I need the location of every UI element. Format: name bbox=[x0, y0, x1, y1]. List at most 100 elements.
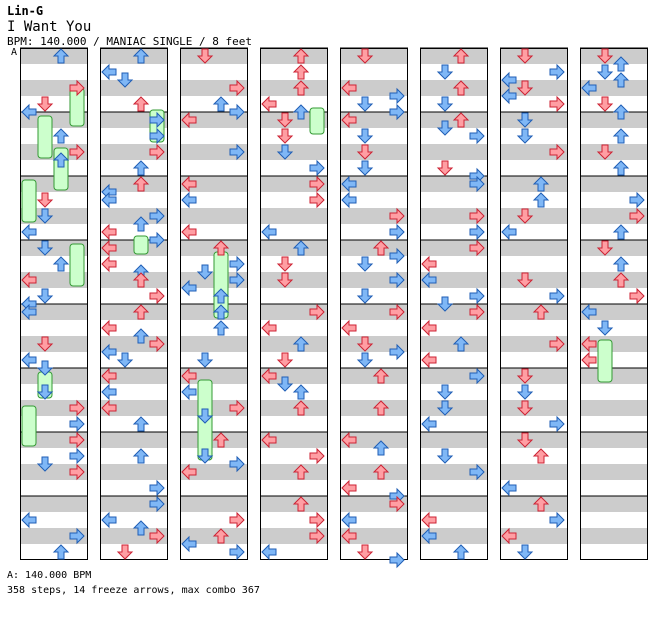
step-arrow bbox=[212, 288, 230, 304]
step-arrow bbox=[149, 527, 165, 545]
step-arrow bbox=[132, 328, 150, 344]
step-arrow bbox=[36, 240, 54, 256]
step-arrow bbox=[276, 272, 294, 288]
step-arrow bbox=[389, 303, 405, 321]
step-arrow bbox=[261, 223, 277, 241]
step-arrow bbox=[149, 143, 165, 161]
step-arrow bbox=[596, 48, 614, 64]
step-arrow bbox=[181, 383, 197, 401]
step-arrow bbox=[421, 319, 437, 337]
step-arrow bbox=[149, 127, 165, 145]
freeze-arrow bbox=[309, 107, 325, 135]
step-arrow bbox=[212, 96, 230, 112]
step-arrow bbox=[612, 72, 630, 88]
step-arrow bbox=[36, 288, 54, 304]
step-arrow bbox=[581, 351, 597, 369]
step-arrow bbox=[101, 255, 117, 273]
step-arrow bbox=[356, 144, 374, 160]
section-marker-a: A bbox=[11, 47, 18, 58]
step-arrow bbox=[69, 463, 85, 481]
step-arrow bbox=[132, 520, 150, 536]
step-arrow bbox=[36, 96, 54, 112]
step-arrow bbox=[149, 111, 165, 129]
step-arrow bbox=[341, 511, 357, 529]
step-arrow bbox=[101, 319, 117, 337]
step-arrow bbox=[532, 304, 550, 320]
step-arrow bbox=[452, 544, 470, 560]
step-arrow bbox=[149, 231, 165, 249]
chart-column-3 bbox=[180, 47, 248, 561]
step-arrow bbox=[52, 544, 70, 560]
step-arrow bbox=[532, 192, 550, 208]
step-arrow bbox=[36, 192, 54, 208]
step-arrow bbox=[21, 351, 37, 369]
step-arrow bbox=[196, 352, 214, 368]
step-arrow bbox=[21, 511, 37, 529]
step-arrow bbox=[196, 264, 214, 280]
step-arrow bbox=[261, 95, 277, 113]
step-arrow bbox=[596, 240, 614, 256]
step-arrow bbox=[132, 176, 150, 192]
step-arrow bbox=[276, 144, 294, 160]
step-arrow bbox=[389, 87, 405, 105]
step-arrow bbox=[596, 96, 614, 112]
step-arrow bbox=[501, 479, 517, 497]
step-arrow bbox=[581, 79, 597, 97]
step-arrow bbox=[612, 224, 630, 240]
step-arrow bbox=[181, 367, 197, 385]
step-arrow bbox=[181, 535, 197, 553]
step-arrow bbox=[36, 384, 54, 400]
step-arrow bbox=[116, 72, 134, 88]
step-arrow bbox=[36, 208, 54, 224]
step-arrow bbox=[101, 511, 117, 529]
step-arrow bbox=[132, 448, 150, 464]
step-arrow bbox=[469, 367, 485, 385]
step-arrow bbox=[276, 128, 294, 144]
freeze-arrow bbox=[597, 339, 613, 383]
step-arrow bbox=[389, 207, 405, 225]
step-arrow bbox=[52, 152, 70, 168]
step-arrow bbox=[549, 335, 565, 353]
step-arrow bbox=[309, 175, 325, 193]
step-arrow bbox=[532, 176, 550, 192]
step-arrow bbox=[261, 319, 277, 337]
step-arrow bbox=[21, 223, 37, 241]
step-arrow bbox=[69, 415, 85, 433]
step-arrow bbox=[181, 279, 197, 297]
step-arrow bbox=[292, 384, 310, 400]
freeze-arrow bbox=[21, 405, 37, 447]
step-arrow bbox=[389, 495, 405, 513]
step-arrow bbox=[116, 352, 134, 368]
step-arrow bbox=[389, 551, 405, 569]
step-arrow bbox=[436, 448, 454, 464]
step-arrow bbox=[101, 399, 117, 417]
chart-column-8 bbox=[580, 47, 648, 560]
step-arrow bbox=[69, 399, 85, 417]
step-arrow bbox=[132, 416, 150, 432]
step-arrow bbox=[612, 272, 630, 288]
step-arrow bbox=[149, 335, 165, 353]
step-arrow bbox=[389, 103, 405, 121]
step-arrow bbox=[372, 400, 390, 416]
step-arrow bbox=[612, 256, 630, 272]
step-arrow bbox=[356, 288, 374, 304]
step-arrow bbox=[501, 71, 517, 89]
step-arrow bbox=[69, 431, 85, 449]
step-arrow bbox=[261, 367, 277, 385]
step-arrow bbox=[309, 159, 325, 177]
step-arrow bbox=[501, 223, 517, 241]
step-arrow bbox=[132, 160, 150, 176]
step-arrow bbox=[101, 383, 117, 401]
step-arrow bbox=[309, 191, 325, 209]
step-arrow bbox=[292, 80, 310, 96]
step-arrow bbox=[52, 256, 70, 272]
step-arrow bbox=[421, 511, 437, 529]
step-arrow bbox=[421, 271, 437, 289]
step-arrow bbox=[276, 112, 294, 128]
step-arrow bbox=[516, 48, 534, 64]
step-arrow bbox=[229, 455, 245, 473]
step-arrow bbox=[612, 56, 630, 72]
step-arrow bbox=[292, 336, 310, 352]
bpm-legend: A: 140.000 BPM bbox=[7, 570, 92, 581]
step-arrow bbox=[372, 240, 390, 256]
